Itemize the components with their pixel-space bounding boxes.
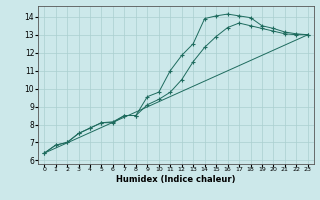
X-axis label: Humidex (Indice chaleur): Humidex (Indice chaleur) [116,175,236,184]
